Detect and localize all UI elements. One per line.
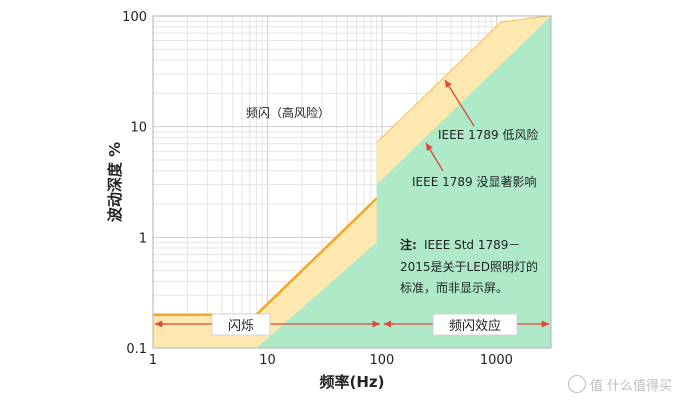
low-risk-label: IEEE 1789 低风险: [438, 127, 538, 142]
stroboscopic-label: 频闪效应: [449, 318, 501, 334]
no-effect-area: [256, 16, 551, 348]
note-line-2: 2015是关于LED照明灯的: [400, 259, 538, 274]
watermark-text: 值 什么值得买: [589, 379, 672, 394]
x-tick-label: 10: [259, 353, 276, 368]
no-effect-arrow-head: [426, 143, 433, 151]
low-risk-arrow-head: [445, 80, 452, 88]
note-line-1: IEEE Std 1789－: [424, 238, 520, 252]
y-tick-label: 10: [130, 121, 147, 136]
low-risk-boundary-upper: [376, 15, 548, 143]
stroboscopic-arrow-right-head: [541, 320, 549, 328]
x-tick-label: 1000: [480, 353, 513, 368]
flicker-label: 闪烁: [228, 319, 254, 334]
watermark-logo-icon: [567, 375, 586, 393]
y-tick-label: 1: [139, 231, 147, 246]
note-label-bold: 注:: [400, 237, 417, 252]
flicker-label-box: [211, 313, 271, 336]
x-tick-label: 100: [370, 353, 395, 368]
stroboscopic-label-box: [432, 313, 518, 336]
x-tick-label: 1: [149, 353, 157, 368]
plot-frame: [152, 15, 552, 349]
y-tick-label: 100: [122, 10, 147, 25]
watermark: 值 什么值得买: [567, 375, 672, 394]
note-line-3: 标准，而非显示屏。: [400, 281, 508, 295]
high-risk-label: 频闪（高风险）: [246, 105, 330, 120]
no-effect-label: IEEE 1789 没显著影响: [412, 174, 536, 189]
x-axis-title: 频率(Hz): [320, 373, 385, 391]
stroboscopic-arrow-left-head: [383, 320, 392, 328]
y-tick-label: 0.1: [126, 342, 147, 357]
y-axis-title: 波动深度 %: [106, 142, 124, 222]
flicker-arrow-left-head: [155, 320, 163, 328]
plot-border: [152, 15, 552, 349]
low-risk-arrow: [444, 79, 475, 127]
flicker-arrow-right-head: [372, 320, 380, 328]
